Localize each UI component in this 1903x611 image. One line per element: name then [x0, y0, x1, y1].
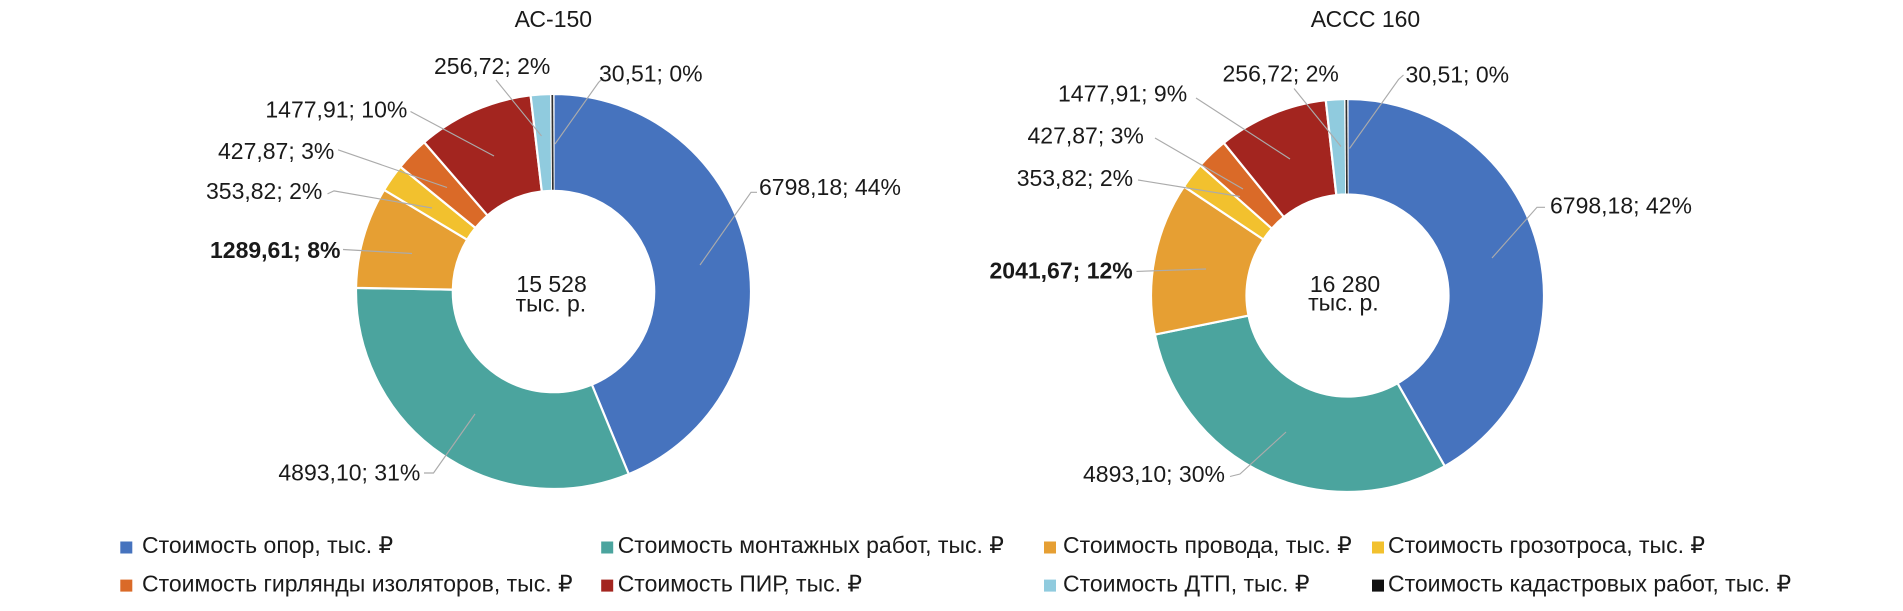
- svg-text:1477,91; 9%: 1477,91; 9%: [1058, 81, 1187, 107]
- svg-text:4893,10; 31%: 4893,10; 31%: [278, 460, 420, 486]
- svg-text:Стоимость грозотроса, тыс. ₽: Стоимость грозотроса, тыс. ₽: [1388, 532, 1705, 558]
- svg-text:353,82; 2%: 353,82; 2%: [206, 178, 322, 204]
- svg-text:4893,10; 30%: 4893,10; 30%: [1083, 461, 1225, 487]
- svg-text:427,87; 3%: 427,87; 3%: [1028, 123, 1144, 149]
- svg-text:Стоимость опор, тыс. ₽: Стоимость опор, тыс. ₽: [142, 532, 393, 558]
- svg-text:353,82; 2%: 353,82; 2%: [1017, 165, 1133, 191]
- svg-text:тыс. р.: тыс. р.: [516, 290, 587, 316]
- svg-text:Стоимость гирлянды изоляторов,: Стоимость гирлянды изоляторов, тыс. ₽: [142, 570, 573, 596]
- svg-text:256,72; 2%: 256,72; 2%: [434, 53, 550, 79]
- svg-text:АС-150: АС-150: [515, 6, 592, 32]
- svg-text:256,72; 2%: 256,72; 2%: [1223, 60, 1339, 86]
- svg-text:Стоимость ДТП, тыс. ₽: Стоимость ДТП, тыс. ₽: [1063, 570, 1309, 596]
- svg-text:Стоимость ПИР, тыс. ₽: Стоимость ПИР, тыс. ₽: [618, 570, 862, 596]
- svg-text:Стоимость монтажных работ, тыс: Стоимость монтажных работ, тыс. ₽: [618, 532, 1004, 558]
- svg-text:тыс. р.: тыс. р.: [1308, 290, 1379, 316]
- svg-text:6798,18; 42%: 6798,18; 42%: [1550, 192, 1692, 218]
- svg-text:Стоимость провода, тыс. ₽: Стоимость провода, тыс. ₽: [1063, 532, 1352, 558]
- svg-text:16 280: 16 280: [1310, 271, 1380, 297]
- svg-text:АССС 160: АССС 160: [1311, 6, 1420, 32]
- svg-text:Стоимость кадастровых работ, т: Стоимость кадастровых работ, тыс. ₽: [1388, 570, 1791, 596]
- svg-text:427,87; 3%: 427,87; 3%: [218, 138, 334, 164]
- svg-text:30,51; 0%: 30,51; 0%: [1406, 62, 1510, 88]
- svg-text:30,51; 0%: 30,51; 0%: [599, 61, 703, 87]
- svg-text:1289,61; 8%: 1289,61; 8%: [210, 237, 340, 263]
- svg-text:2041,67; 12%: 2041,67; 12%: [990, 257, 1133, 283]
- svg-text:1477,91; 10%: 1477,91; 10%: [265, 97, 407, 123]
- svg-text:6798,18; 44%: 6798,18; 44%: [759, 174, 901, 200]
- svg-text:15 528: 15 528: [516, 271, 586, 297]
